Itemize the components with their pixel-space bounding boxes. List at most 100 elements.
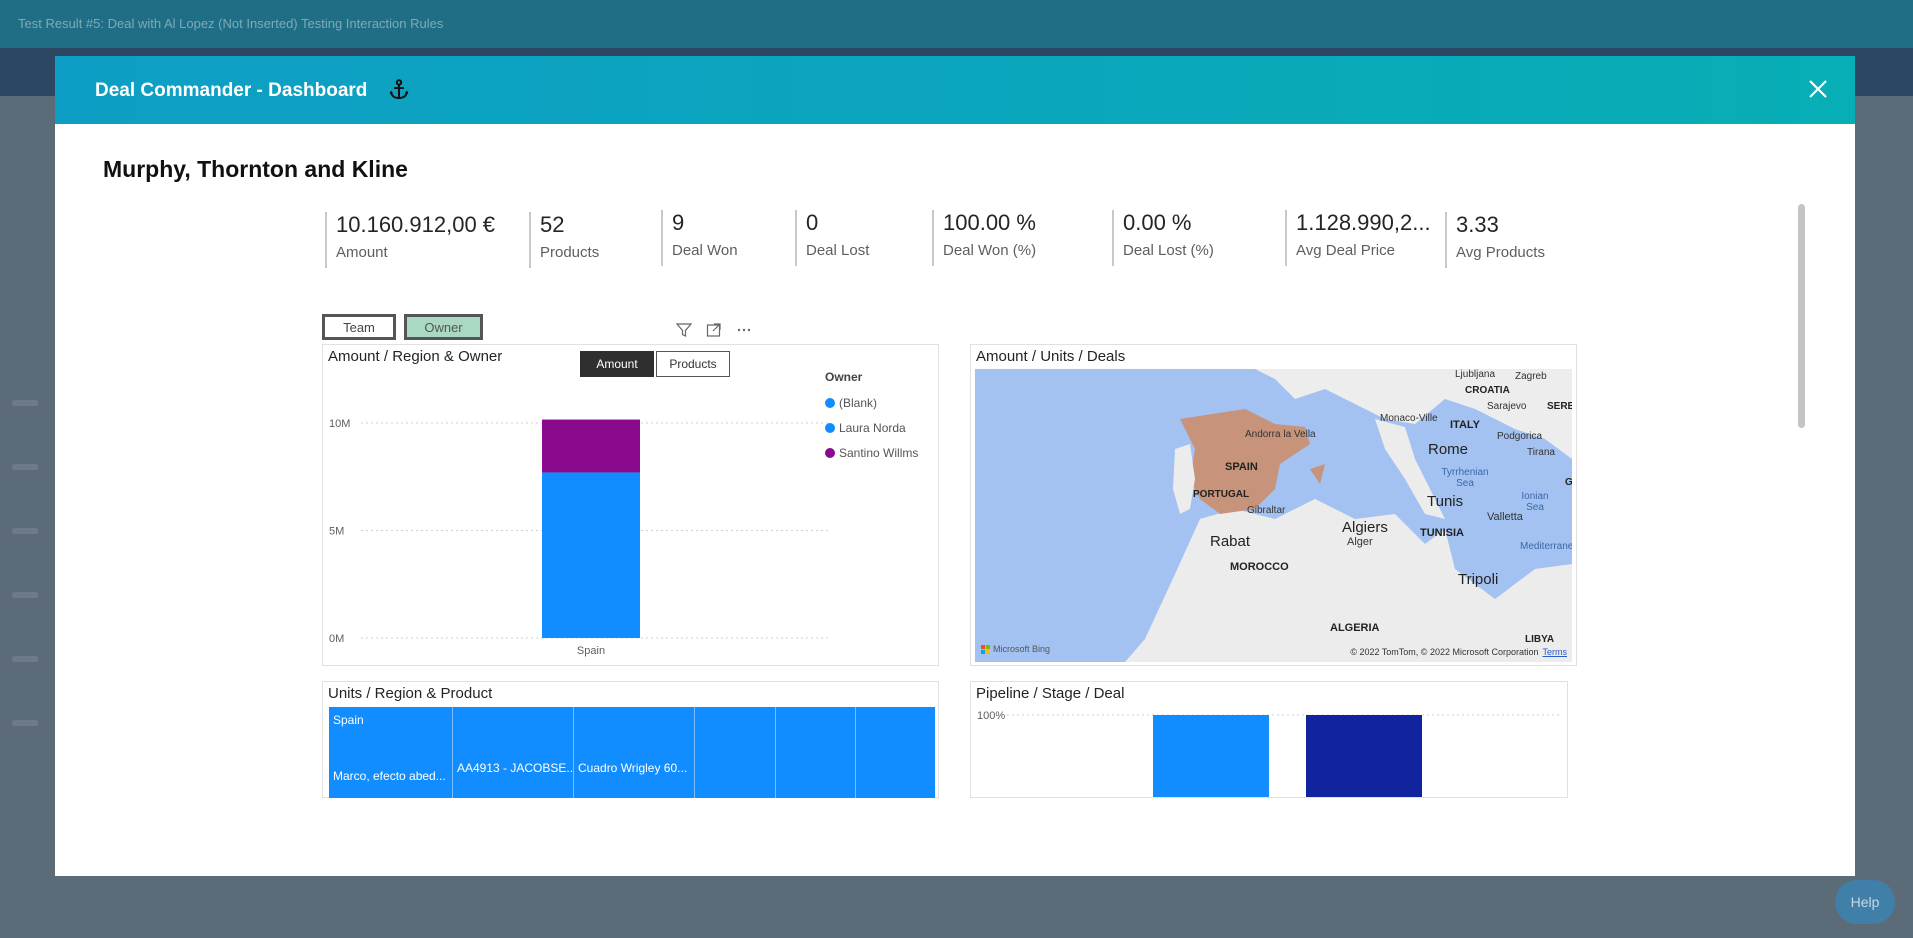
microsoft-logo-icon [981, 644, 990, 654]
map-label-zagreb: Zagreb [1515, 371, 1547, 382]
panel-title: Pipeline / Stage / Deal [976, 685, 1125, 702]
map-land [1125, 369, 1572, 662]
background-content [12, 400, 42, 784]
kpi-label: Amount [336, 244, 388, 261]
anchor-icon [389, 79, 409, 100]
amount-bar-chart: 10M 5M 0M Spain [329, 418, 828, 657]
legend-item[interactable]: (Blank) [825, 390, 918, 415]
map-label-podgorica: Podgorica [1497, 431, 1543, 442]
map-label-mediterranean: Mediterranea [1520, 541, 1572, 552]
map-label-gr: GR [1565, 477, 1572, 488]
map-label-sarajevo: Sarajevo [1487, 401, 1527, 412]
map-label-italy: ITALY [1450, 419, 1480, 431]
filter-icon[interactable] [676, 322, 692, 338]
treemap-cell[interactable] [856, 707, 935, 798]
legend-title: Owner [825, 370, 863, 384]
background-top-bar-text: Test Result #5: Deal with Al Lopez (Not … [18, 16, 444, 31]
map-label-ionian: Ionian Sea [1521, 491, 1549, 513]
map-label-monaco: Monaco-Ville [1380, 413, 1438, 424]
legend-dot [825, 447, 835, 458]
legend-label: (Blank) [839, 395, 878, 410]
map-label-tyrrhenian: Tyrrhenian Sea [1441, 467, 1489, 489]
map-label-tunisia: TUNISIA [1420, 527, 1464, 539]
treemap-cell[interactable]: Spain Marco, efecto abed... [329, 707, 453, 798]
x-tick-label: Spain [577, 645, 605, 657]
map[interactable]: SPAIN PORTUGAL Andorra la Vella Gibralta… [975, 369, 1572, 662]
y-tick-label: 10M [329, 418, 350, 430]
team-toggle-button[interactable]: Team [322, 314, 396, 340]
focus-mode-icon[interactable] [706, 322, 722, 338]
kpi-label: Deal Lost [806, 242, 870, 259]
visual-header-icons [676, 322, 752, 338]
legend-label: Laura Norda [839, 420, 906, 435]
kpi-value: 1.128.990,2... [1296, 210, 1431, 235]
y-tick-label: 0M [329, 633, 344, 645]
bar-segment-laura-norda[interactable] [542, 472, 640, 638]
company-name: Murphy, Thornton and Kline [103, 156, 408, 182]
map-terms-link[interactable]: Terms [1542, 647, 1568, 657]
map-label-algiers: Algiers [1342, 519, 1388, 536]
map-label-valletta: Valletta [1487, 511, 1523, 523]
kpi-deal-lost-pct: 0.00 % Deal Lost (%) [1112, 210, 1214, 266]
treemap-region-label: Spain [333, 713, 364, 727]
map-label-morocco: MOROCCO [1230, 561, 1289, 573]
map-label-andorra: Andorra la Vella [1245, 429, 1316, 440]
kpi-deal-won-pct: 100.00 % Deal Won (%) [932, 210, 1036, 266]
close-icon[interactable] [1803, 74, 1833, 104]
kpi-value: 0 [806, 210, 819, 235]
kpi-label: Deal Won [672, 242, 738, 259]
kpi-label: Deal Lost (%) [1123, 242, 1214, 259]
map-label-ljubljana: Ljubljana [1455, 369, 1496, 380]
legend-item[interactable]: Santino Willms [825, 440, 918, 465]
map-label-alger: Alger [1347, 536, 1373, 548]
y-tick-label: 5M [329, 526, 344, 538]
panel-title: Amount / Region & Owner [328, 348, 503, 365]
kpi-avg-products: 3.33 Avg Products [1445, 212, 1545, 268]
owner-toggle-button[interactable]: Owner [404, 314, 483, 340]
map-label-spain: SPAIN [1225, 461, 1258, 473]
panel-title: Units / Region & Product [328, 685, 493, 702]
pipeline-stage-deal-panel: Pipeline / Stage / Deal 100% [970, 681, 1568, 798]
map-label-rabat: Rabat [1210, 533, 1251, 550]
kpi-value: 52 [540, 212, 565, 237]
map-label-rome: Rome [1428, 441, 1469, 458]
kpi-deal-won: 9 Deal Won [661, 210, 738, 266]
legend-item[interactable]: Laura Norda [825, 415, 918, 440]
map-label-serbia: SERBI [1547, 401, 1572, 412]
map-label-gibraltar: Gibraltar [1247, 505, 1286, 516]
panel-title: Amount / Units / Deals [976, 348, 1126, 365]
bing-label: Microsoft Bing [993, 644, 1051, 654]
kpi-products: 52 Products [529, 212, 599, 268]
bar-segment-santino-willms[interactable] [542, 419, 640, 473]
amount-segment-button[interactable]: Amount [580, 351, 654, 377]
kpi-avg-deal-price: 1.128.990,2... Avg Deal Price [1285, 210, 1431, 266]
treemap-cell[interactable] [695, 707, 776, 798]
map-label-tirana: Tirana [1527, 447, 1555, 458]
kpi-deal-lost: 0 Deal Lost [795, 210, 869, 266]
treemap-cell-label: Cuadro Wrigley 60... [578, 761, 688, 775]
background-top-bar: Test Result #5: Deal with Al Lopez (Not … [0, 0, 1913, 48]
map-label-tripoli: Tripoli [1458, 571, 1499, 588]
pipeline-bar[interactable] [1153, 715, 1269, 798]
kpi-amount: 10.160.912,00 € Amount [325, 212, 495, 268]
treemap-cell-label: Marco, efecto abed... [333, 769, 446, 783]
treemap-cell[interactable] [776, 707, 856, 798]
treemap-cell[interactable]: AA4913 - JACOBSE... [453, 707, 574, 798]
kpi-label: Deal Won (%) [943, 242, 1037, 259]
treemap-cell[interactable]: Cuadro Wrigley 60... [574, 707, 695, 798]
scrollbar-thumb[interactable] [1798, 204, 1805, 428]
more-options-icon[interactable] [736, 322, 752, 338]
pipeline-y-tick: 100% [977, 710, 1006, 722]
pipeline-bar[interactable] [1306, 715, 1422, 798]
map-copyright-text: © 2022 TomTom, © 2022 Microsoft Corporat… [1350, 647, 1539, 657]
bing-logo: Microsoft Bing [981, 644, 1050, 654]
map-copyright: © 2022 TomTom, © 2022 Microsoft Corporat… [1350, 647, 1567, 657]
units-treemap: Spain Marco, efecto abed... AA4913 - JAC… [329, 707, 935, 798]
kpi-value: 3.33 [1456, 212, 1499, 237]
map-label-libya: LIBYA [1525, 634, 1555, 645]
products-segment-button[interactable]: Products [656, 351, 730, 377]
kpi-label: Avg Products [1456, 244, 1545, 261]
help-button[interactable]: Help [1835, 880, 1895, 924]
map-label-croatia: CROATIA [1465, 385, 1510, 396]
map-label-tunis: Tunis [1427, 493, 1464, 510]
